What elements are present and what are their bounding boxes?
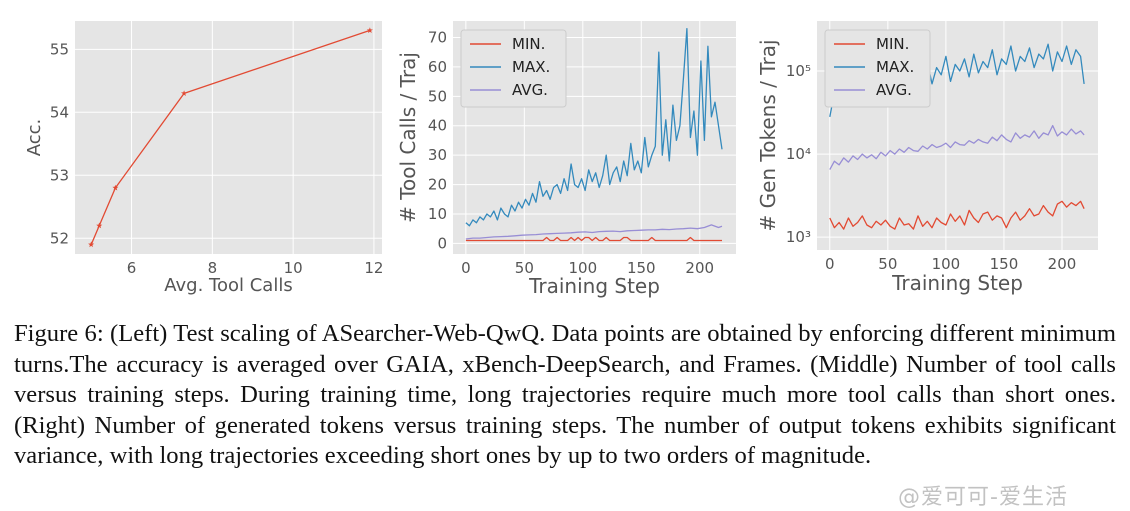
y-tick-label: 30 <box>428 146 447 164</box>
series-line <box>465 236 722 242</box>
y-tick-label: 54 <box>50 103 69 121</box>
plot-area <box>75 21 382 254</box>
figure-caption: Figure 6: (Left) Test scaling of ASearch… <box>14 319 1116 472</box>
y-tick-label: 10⁴ <box>786 145 811 163</box>
y-tick-label: 53 <box>50 166 69 184</box>
y-tick-label: 10⁵ <box>786 62 811 80</box>
x-tick-label: 50 <box>878 255 897 273</box>
series-line <box>465 224 723 240</box>
x-tick-label: 12 <box>364 259 383 277</box>
x-axis-label: Training Step <box>528 274 660 298</box>
y-tick-label: 52 <box>50 229 69 247</box>
legend-box <box>460 29 567 108</box>
x-tick-label: 200 <box>685 259 714 277</box>
y-tick-label: 50 <box>428 87 447 105</box>
y-tick-label: 40 <box>428 117 447 135</box>
y-tick-label: 55 <box>50 40 69 58</box>
caption-line: Number of tool calls versus training ste… <box>14 350 1116 409</box>
series-line <box>829 124 1085 170</box>
y-tick-label: 10³ <box>786 228 811 246</box>
x-tick-label: 150 <box>627 259 656 277</box>
legend-label: MAX. <box>876 58 914 76</box>
legend-label: MAX. <box>512 58 550 76</box>
caption-line: Figure 6: (Left) Test scaling of ASearch… <box>14 320 1014 347</box>
caption-line: output tokens exhibits significant varia… <box>14 411 1117 470</box>
data-point-star <box>88 241 95 248</box>
y-tick-label: 70 <box>428 28 447 46</box>
legend-label: MIN. <box>876 35 909 53</box>
x-tick-label: 0 <box>461 259 471 277</box>
data-point-star <box>366 27 373 33</box>
caption-line: orders of magnitude. <box>666 442 872 469</box>
y-axis-label: Acc. <box>24 119 45 157</box>
data-point-star <box>181 90 188 96</box>
legend-label: AVG. <box>512 81 548 99</box>
y-tick-label: 60 <box>428 58 447 76</box>
x-tick-label: 200 <box>1048 255 1077 273</box>
x-tick-label: 6 <box>127 259 137 277</box>
legend-box <box>824 29 931 108</box>
legend-label: MIN. <box>512 35 545 53</box>
data-point-star <box>112 184 119 191</box>
x-axis-label: Training Step <box>891 271 1023 295</box>
y-tick-label: 10 <box>428 205 447 223</box>
y-tick-label: 20 <box>428 176 447 194</box>
x-tick-label: 50 <box>515 259 534 277</box>
x-tick-label: 8 <box>208 259 218 277</box>
x-tick-label: 150 <box>990 255 1019 273</box>
series-line <box>465 27 723 227</box>
y-tick-label: 0 <box>437 234 447 252</box>
legend-label: AVG. <box>876 81 912 99</box>
x-axis-label: Avg. Tool Calls <box>164 275 292 296</box>
x-tick-label: 10 <box>284 259 303 277</box>
series-line <box>829 200 1085 230</box>
x-tick-label: 0 <box>825 255 835 273</box>
x-tick-label: 100 <box>568 259 597 277</box>
data-point-star <box>96 222 103 229</box>
y-axis-label: # Tool Calls / Traj <box>396 52 420 223</box>
caption-line: tool calls than short ones. (Right) Numb… <box>14 381 1116 439</box>
watermark: @爱可可-爱生活 <box>898 485 1068 510</box>
caption-line: minimum turns.The accuracy is averaged o… <box>14 320 1116 378</box>
x-tick-label: 100 <box>932 255 961 273</box>
y-axis-label: # Gen Tokens / Traj <box>756 39 780 231</box>
